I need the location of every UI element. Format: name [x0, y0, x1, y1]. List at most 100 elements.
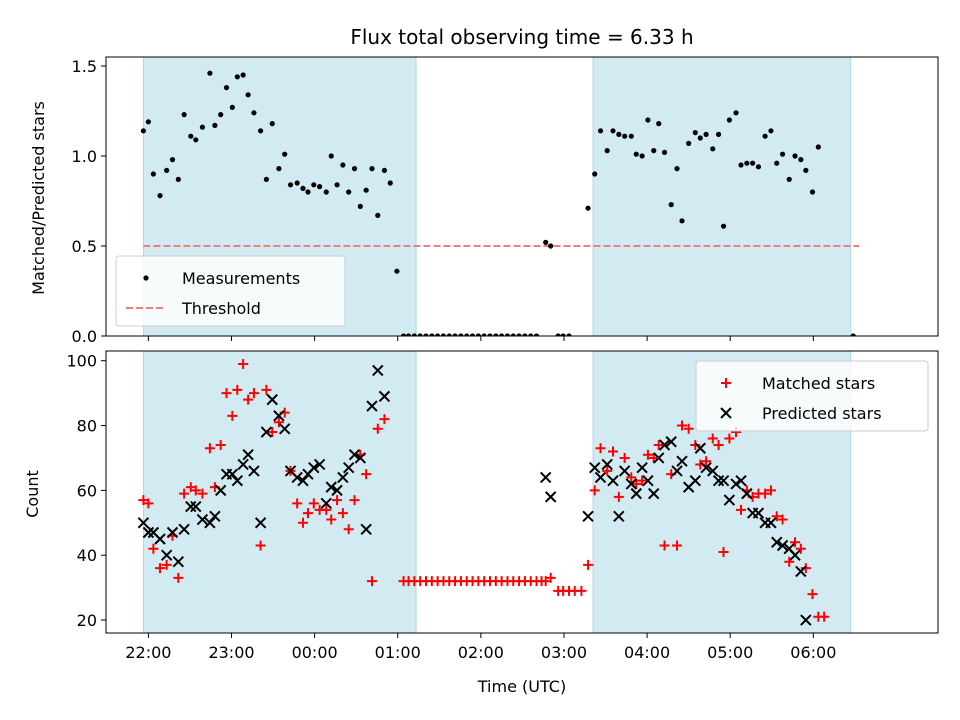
bottom-frame [105, 350, 939, 634]
bottom-series-1-point-8 [185, 500, 197, 513]
bottom-series-1-point-81 [800, 614, 812, 626]
top-series-0-point-31 [323, 189, 329, 195]
bottom-series-1-point-55 [648, 487, 660, 500]
x-tick-label-2: 00:00 [292, 643, 338, 662]
bottom-series-0-point-6 [173, 572, 184, 583]
bottom-series-0-point-91 [683, 423, 694, 434]
top-series-0-point-69 [548, 243, 554, 249]
bottom-series-0-point-21 [261, 384, 272, 395]
bottom-series-0-point-35 [343, 524, 354, 535]
bottom-series-1-point-17 [237, 458, 249, 471]
top-series-0-point-38 [363, 187, 369, 193]
bottom-y-tick-label-2: 60 [77, 481, 97, 500]
top-series-0-point-92 [697, 135, 703, 141]
bottom-series-0-point-15 [227, 410, 238, 421]
bottom-series-1-point-10 [196, 513, 209, 526]
top-series-0-point-26 [294, 180, 300, 186]
bottom-series-1-point-18 [242, 449, 254, 461]
bottom-series-1-point-70 [735, 474, 747, 487]
top-series-0-point-86 [661, 149, 668, 155]
bottom-series-1-point-49 [613, 510, 625, 523]
bottom-series-0-point-28 [302, 508, 313, 519]
x-tick-label-0: 22:00 [125, 643, 171, 662]
bottom-series-1-point-54 [642, 474, 654, 487]
top-series-0-point-60 [493, 333, 499, 336]
top-series-0-point-50 [435, 333, 441, 336]
top-series-0-point-4 [164, 167, 170, 173]
top-series-0-point-48 [423, 333, 429, 336]
top-series-0-point-104 [768, 128, 774, 134]
top-legend: Measurements Threshold [115, 255, 346, 327]
bottom-series-0-point-105 [765, 485, 776, 496]
bottom-series-0-point-4 [161, 559, 172, 570]
top-series-0-point-27 [300, 185, 306, 191]
bottom-shaded-interval-0 [142, 351, 417, 633]
top-series-0-point-67 [533, 333, 540, 336]
bottom-series-1-point-4 [160, 549, 173, 561]
top-series-0-point-59 [487, 333, 493, 336]
bottom-series-0-point-87 [659, 540, 670, 551]
top-series-0-point-85 [656, 121, 662, 127]
bottom-series-0-point-9 [190, 485, 201, 496]
bottom-series-1-point-39 [366, 400, 378, 412]
bottom-series-0-point-92 [690, 440, 701, 450]
top-series-0-point-1 [145, 119, 151, 125]
bottom-series-1-point-59 [671, 465, 683, 477]
top-series-0-point-41 [381, 167, 388, 173]
bottom-series-1-point-9 [190, 500, 202, 513]
bottom-series-1-point-43 [544, 491, 557, 503]
bottom-series-0-point-31 [321, 504, 332, 515]
bottom-series-1-point-0 [137, 517, 150, 529]
top-series-0-point-106 [779, 151, 786, 157]
bottom-series-1-point-35 [342, 461, 355, 474]
bottom-series-0-point-41 [379, 414, 390, 425]
bottom-series-1-point-47 [601, 458, 613, 471]
top-series-0-point-3 [157, 193, 163, 199]
top-series-0-point-62 [504, 333, 511, 336]
bottom-series-1-point-67 [717, 474, 730, 487]
bottom-series-0-point-75 [589, 485, 600, 496]
top-y-tick-label-3: 1.5 [72, 57, 97, 76]
bottom-series-1-point-42 [539, 471, 552, 484]
bottom-series-1-point-63 [694, 442, 706, 454]
top-series-0-point-42 [387, 180, 393, 186]
top-series-0-point-17 [240, 72, 246, 78]
bottom-series-0-point-89 [672, 540, 683, 551]
bottom-series-1-point-77 [776, 539, 789, 552]
x-tick-label-1: 23:00 [208, 643, 254, 662]
bottom-legend-swatch-0 [721, 378, 731, 388]
bottom-series-1-point-76 [771, 536, 783, 548]
bottom-legend: Matched stars Predicted stars [695, 360, 929, 432]
top-series-0-point-8 [188, 133, 194, 139]
top-series-0-point-20 [257, 128, 264, 134]
bottom-series-1-point-51 [625, 478, 638, 490]
top-series-0-point-47 [417, 333, 423, 336]
bottom-series-1-point-30 [313, 458, 326, 471]
bottom-series-0-point-109 [790, 537, 801, 548]
top-series-0-point-111 [809, 189, 816, 195]
bottom-series-1-point-68 [723, 494, 736, 506]
top-series-0-point-53 [452, 333, 458, 336]
top-series-0-point-98 [733, 110, 739, 116]
top-series-0-point-24 [282, 151, 288, 157]
top-series-0-point-110 [803, 167, 809, 173]
top-series-0-point-68 [543, 239, 549, 245]
bottom-series-1-point-57 [658, 439, 671, 451]
bottom-series-0-point-20 [255, 540, 266, 551]
bottom-series-0-point-13 [215, 440, 226, 450]
top-series-0-point-88 [674, 166, 680, 172]
top-series-0-point-73 [585, 205, 591, 211]
x-tick-label-6: 04:00 [624, 643, 670, 662]
bottom-series-0-point-84 [642, 449, 653, 460]
bottom-series-0-point-94 [701, 456, 712, 467]
top-series-0-point-80 [628, 133, 634, 139]
top-series-0-point-91 [692, 130, 698, 136]
bottom-series-0-point-76 [595, 443, 606, 454]
top-series-0-point-36 [351, 166, 358, 172]
bottom-series-1-point-48 [607, 474, 619, 487]
bottom-series-0-point-10 [197, 488, 208, 499]
top-series-0-point-61 [499, 333, 505, 336]
top-y-tick-label-2: 1.0 [72, 147, 97, 166]
bottom-series-0-point-104 [760, 488, 771, 499]
